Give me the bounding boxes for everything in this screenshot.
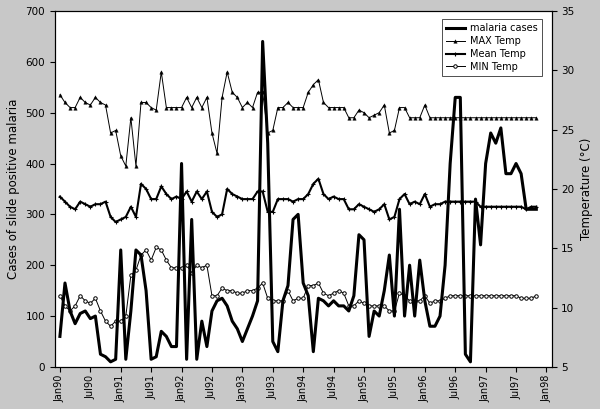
MIN Temp [56, 293, 64, 298]
malaria cases [416, 258, 424, 263]
Mean Temp [315, 176, 322, 181]
MAX Temp [401, 105, 408, 110]
MAX Temp [533, 115, 540, 120]
Mean Temp [421, 191, 428, 196]
Mean Temp [416, 202, 424, 207]
Y-axis label: Temperature (°C): Temperature (°C) [580, 138, 593, 240]
MIN Temp [107, 324, 114, 329]
malaria cases [56, 334, 64, 339]
Mean Temp [148, 197, 155, 202]
Mean Temp [533, 204, 540, 209]
malaria cases [259, 39, 266, 44]
Mean Temp [77, 199, 84, 204]
Mean Temp [401, 191, 408, 196]
Line: MAX Temp: MAX Temp [58, 70, 538, 168]
MAX Temp [416, 115, 424, 120]
Line: Mean Temp: Mean Temp [58, 176, 539, 225]
Mean Temp [56, 194, 64, 199]
Y-axis label: Cases of slide positive malaria: Cases of slide positive malaria [7, 99, 20, 279]
MIN Temp [148, 258, 155, 263]
Line: malaria cases: malaria cases [60, 41, 536, 362]
MIN Temp [401, 293, 408, 298]
Legend: malaria cases, MAX Temp, Mean Temp, MIN Temp: malaria cases, MAX Temp, Mean Temp, MIN … [442, 19, 542, 76]
Mean Temp [112, 220, 119, 225]
MIN Temp [533, 293, 540, 298]
MIN Temp [416, 298, 424, 303]
MIN Temp [152, 245, 160, 250]
MAX Temp [77, 95, 84, 100]
malaria cases [107, 360, 114, 364]
malaria cases [401, 314, 408, 319]
malaria cases [77, 311, 84, 316]
malaria cases [391, 314, 398, 319]
MIN Temp [77, 293, 84, 298]
malaria cases [148, 357, 155, 362]
MAX Temp [158, 70, 165, 74]
malaria cases [421, 298, 428, 303]
MAX Temp [148, 105, 155, 110]
MAX Temp [391, 128, 398, 133]
Mean Temp [391, 214, 398, 219]
MAX Temp [421, 103, 428, 108]
Line: MIN Temp: MIN Temp [58, 246, 538, 328]
MIN Temp [421, 293, 428, 298]
MAX Temp [122, 164, 130, 169]
MIN Temp [391, 308, 398, 313]
MAX Temp [56, 92, 64, 97]
malaria cases [533, 207, 540, 212]
